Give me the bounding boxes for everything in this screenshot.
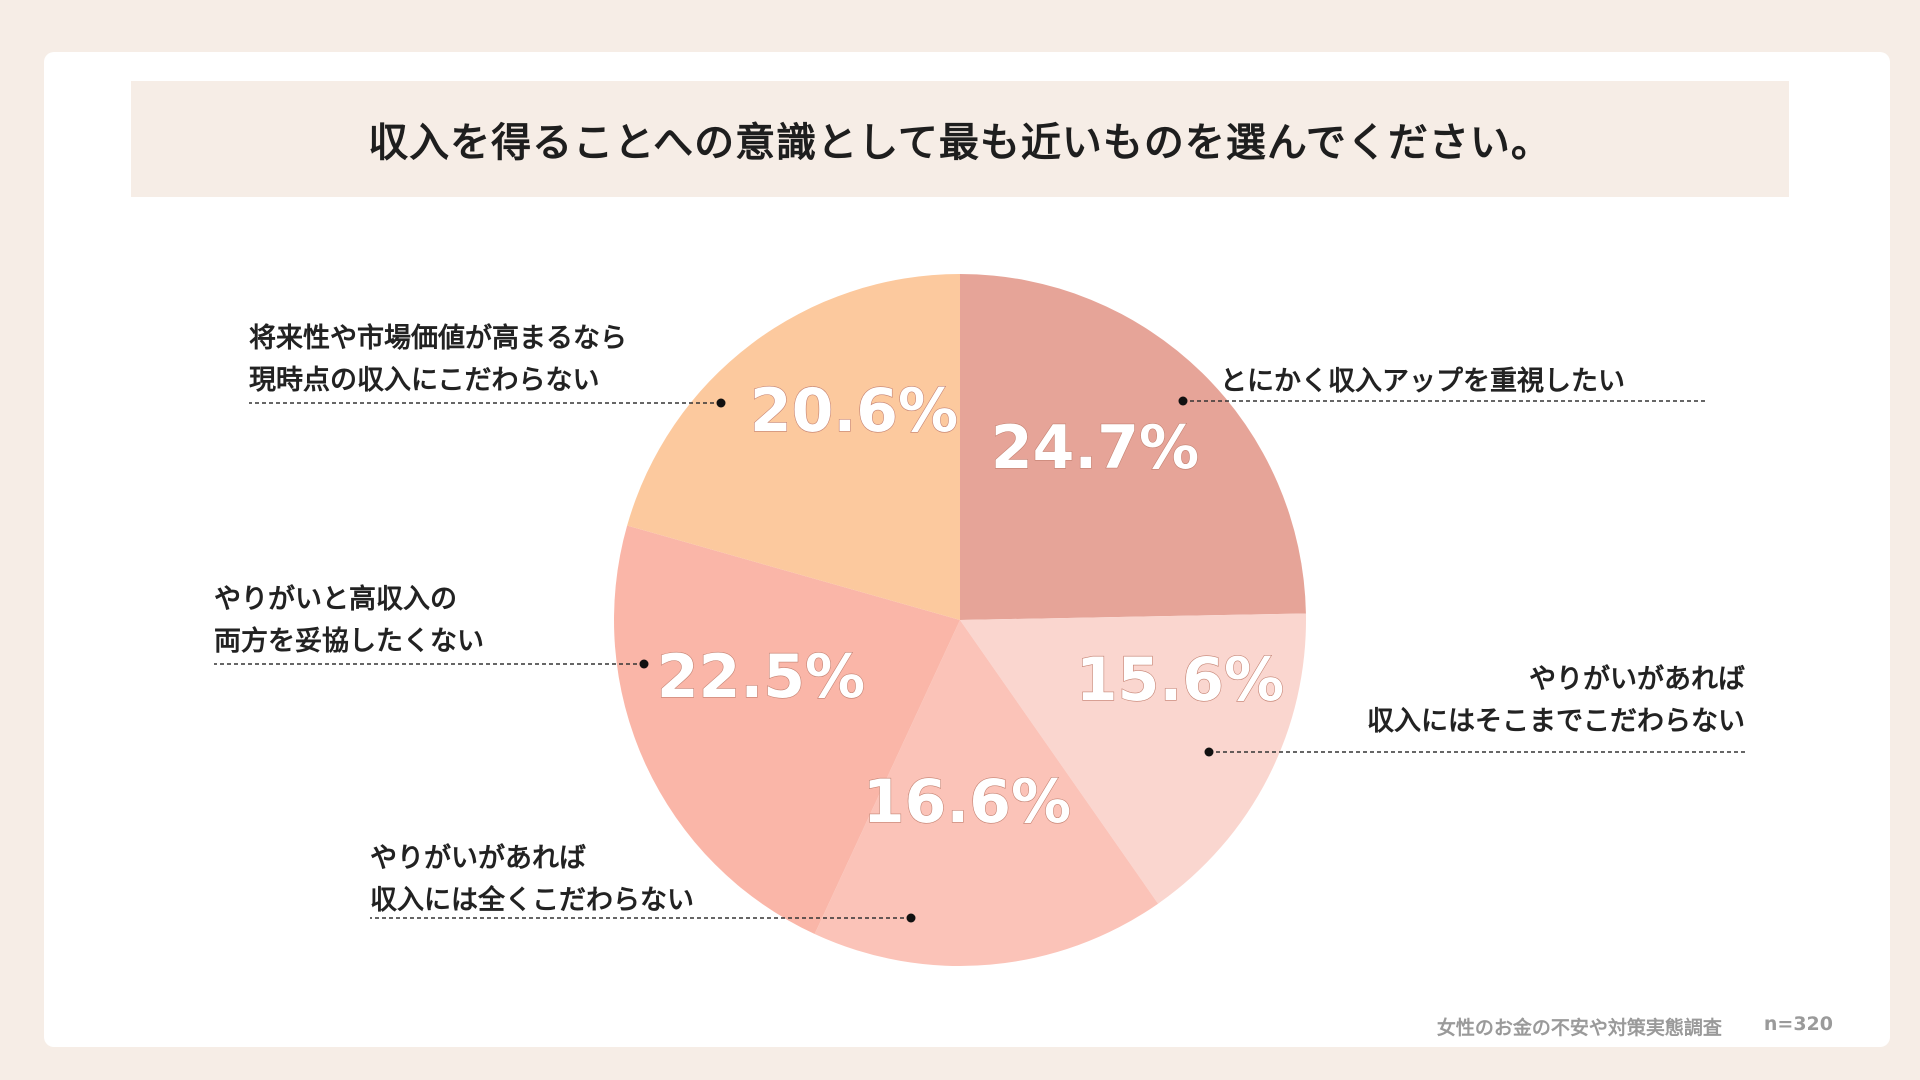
slice-category-label: とにかく収入アップを重視したい [1220, 366, 1625, 397]
chart-footer: 女性のお金の不安や対策実態調査 n=320 [1437, 1013, 1833, 1040]
slice-percent-label: 15.6% [1076, 645, 1284, 715]
slice-category-label: 将来性や市場価値が高まるなら [249, 322, 627, 354]
slice-category-label: やりがいと高収入の [214, 583, 457, 615]
title-band: 収入を得ることへの意識として最も近いものを選んでください。 [131, 81, 1789, 197]
slice-category-label: 現時点の収入にこだわらない [249, 365, 599, 396]
sample-size-label: n=320 [1763, 1013, 1833, 1035]
slice-category-label: やりがいがあれば [1529, 663, 1745, 695]
slice-category-label: やりがいがあれば [370, 842, 586, 874]
slice-category-label: 両方を妥協したくない [214, 625, 484, 657]
slice-percent-label: 16.6% [863, 767, 1071, 837]
slice-percent-label: 20.6% [750, 376, 958, 446]
leader-dot [1204, 747, 1214, 757]
slice-category-label: 収入にはそこまでこだわらない [1367, 706, 1745, 737]
pie-slice [614, 525, 960, 934]
chart-title: 収入を得ることへの意識として最も近いものを選んでください。 [368, 120, 1552, 166]
pie-slice [627, 274, 960, 620]
pie-slice [960, 613, 1307, 904]
pie-slice [814, 620, 1159, 966]
slice-percent-label: 24.7% [991, 413, 1199, 483]
slice-category-label: 収入には全くこだわらない [370, 884, 694, 916]
leader-dot [716, 398, 726, 408]
leader-dot [1178, 396, 1188, 406]
leader-dot [906, 913, 916, 923]
slice-percent-label: 22.5% [657, 642, 865, 712]
pie-slice [960, 274, 1306, 620]
source-label: 女性のお金の不安や対策実態調査 [1436, 1017, 1722, 1039]
leader-dot [639, 659, 649, 669]
